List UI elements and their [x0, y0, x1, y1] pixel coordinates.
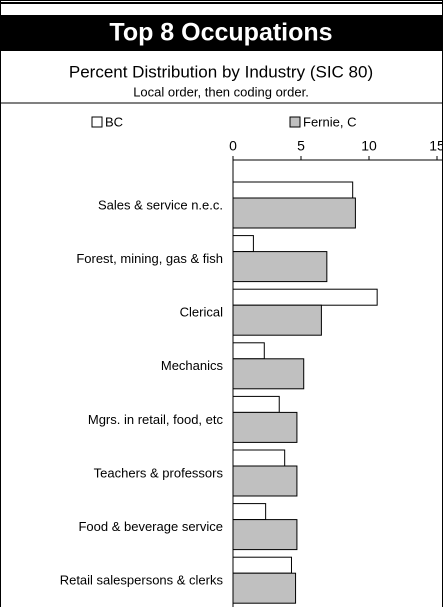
bar [232, 288, 378, 306]
y-tick-label: Sales & service n.e.c. [98, 197, 223, 212]
bar [232, 572, 297, 604]
chart-subtitle: Percent Distribution by Industry (SIC 80… [69, 62, 373, 81]
x-tick-label: 10 [361, 138, 377, 154]
bar [232, 358, 305, 390]
y-tick-label: Food & beverage service [78, 519, 223, 534]
bar [232, 519, 298, 551]
bar [232, 395, 280, 413]
bar [232, 235, 254, 253]
bar [232, 411, 298, 443]
chart-note: Local order, then coding order. [133, 84, 309, 99]
y-tick-label: Mgrs. in retail, food, etc [88, 412, 224, 427]
bar [232, 465, 298, 497]
legend-swatch [91, 116, 103, 128]
legend-label: Fernie, C [303, 114, 356, 129]
title-band [0, 15, 443, 51]
y-tick-label: Clerical [180, 305, 223, 320]
x-tick-label: 5 [297, 138, 305, 154]
bar [232, 449, 286, 467]
chart-title: Top 8 Occupations [109, 19, 332, 47]
y-tick-label: Teachers & professors [94, 465, 224, 480]
bar [232, 556, 292, 574]
y-tick-label: Mechanics [161, 358, 224, 373]
y-tick-label: Retail salespersons & clerks [60, 573, 224, 588]
x-tick-label: 15 [429, 138, 443, 154]
x-tick-label: 0 [229, 138, 237, 154]
legend-swatch [289, 116, 301, 128]
bar [232, 342, 265, 360]
legend-label: BC [105, 114, 123, 129]
bar [232, 197, 356, 229]
bar [232, 181, 354, 199]
bar [232, 304, 322, 336]
bar [232, 251, 328, 283]
y-tick-label: Forest, mining, gas & fish [76, 251, 223, 266]
bar [232, 503, 267, 521]
